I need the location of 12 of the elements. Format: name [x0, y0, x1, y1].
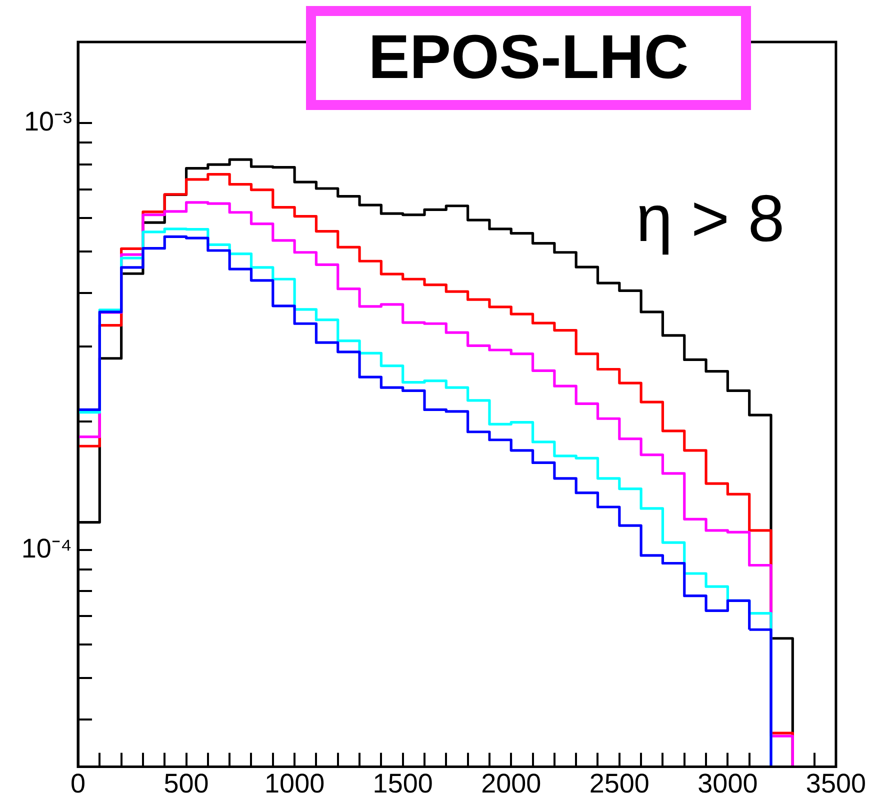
x-tick-label: 0 [70, 768, 86, 798]
y-tick-label: 10⁻³ [24, 106, 72, 137]
y-tick-label: 10⁻⁴ [21, 533, 72, 564]
x-tick-label: 1500 [372, 768, 433, 798]
x-tick-label: 1000 [264, 768, 325, 798]
x-tick-label: 2500 [589, 768, 650, 798]
x-tick-label: 2000 [481, 768, 542, 798]
annotation: EPOS-LHC [306, 6, 751, 110]
annotation: η > 8 [636, 180, 785, 257]
x-tick-label: 3500 [806, 768, 866, 798]
x-tick-label: 500 [164, 768, 209, 798]
x-tick-label: 3000 [698, 768, 758, 798]
